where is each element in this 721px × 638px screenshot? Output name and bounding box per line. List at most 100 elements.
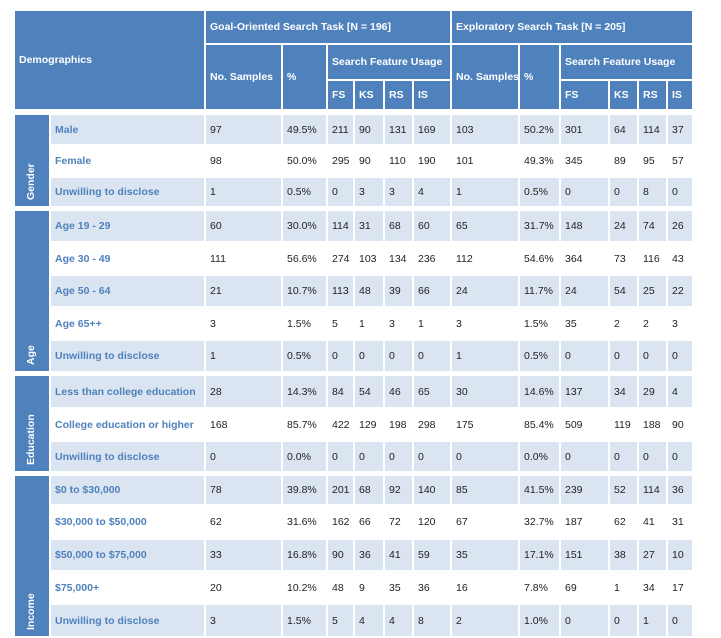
data-cell: 0.0% [283, 442, 326, 471]
data-cell: 2 [452, 605, 518, 636]
data-cell: 1 [452, 341, 518, 371]
data-cell: 67 [456, 516, 468, 528]
data-cell: 3 [210, 317, 216, 330]
data-cell: 0.0% [520, 442, 559, 471]
row-label: Unwilling to disclose [51, 605, 204, 636]
section-cell: Income [15, 476, 49, 636]
data-cell: 0 [561, 178, 608, 206]
data-cell: 364 [565, 252, 583, 265]
data-cell: 236 [418, 252, 436, 265]
data-cell: 0 [668, 341, 692, 371]
data-cell: 24 [610, 211, 637, 241]
group-title: Goal-Oriented Search Task [N = 196] [206, 11, 450, 43]
data-cell: 16.8% [283, 540, 326, 570]
data-cell: 85.4% [524, 418, 554, 431]
data-cell: 30.0% [283, 211, 326, 241]
data-cell: 116 [643, 252, 660, 265]
data-cell: 54 [610, 276, 637, 306]
usage-header: Search Feature Usage [561, 45, 692, 79]
row-label: Unwilling to disclose [51, 341, 204, 371]
feature-header: RS [385, 81, 412, 109]
data-cell: 9 [359, 581, 365, 594]
data-cell: 1.5% [287, 317, 311, 330]
data-cell: 0 [414, 341, 450, 371]
data-cell: 74 [639, 211, 666, 241]
data-cell: 4 [414, 178, 450, 206]
row-label: Age 50 - 64 [51, 276, 204, 306]
data-cell: 0.5% [520, 341, 559, 371]
data-cell: 0 [610, 442, 637, 471]
data-cell: 50.2% [520, 115, 559, 144]
data-cell: 31.6% [287, 516, 317, 528]
data-cell: 30 [452, 376, 518, 407]
data-cell: 36 [418, 581, 430, 594]
data-cell: 5 [328, 605, 353, 636]
data-cell: 0 [561, 442, 608, 471]
data-cell: 38 [610, 540, 637, 570]
data-cell: 8 [639, 178, 666, 206]
data-cell: 62 [210, 516, 222, 528]
data-cell: 22 [668, 276, 692, 306]
data-cell: 188 [643, 418, 661, 431]
data-cell: 295 [332, 155, 350, 167]
data-cell: 114 [328, 211, 353, 241]
data-cell: 41.5% [520, 476, 559, 504]
data-cell: 0 [328, 341, 353, 371]
data-cell: 34 [643, 581, 655, 594]
data-cell: 162 [332, 516, 350, 528]
data-cell: 0 [206, 442, 281, 471]
feature-header: KS [610, 81, 637, 109]
data-cell: 65 [414, 376, 450, 407]
data-cell: 0 [355, 341, 383, 371]
data-cell: 1 [639, 605, 666, 636]
feature-header: KS [355, 81, 383, 109]
data-cell: 17.1% [520, 540, 559, 570]
data-cell: 148 [561, 211, 608, 241]
data-cell: 5 [332, 317, 338, 330]
data-cell: 3 [672, 317, 678, 330]
data-cell: 34 [610, 376, 637, 407]
data-cell: 35 [565, 317, 577, 330]
data-cell: 120 [418, 516, 436, 528]
data-cell: 62 [614, 516, 626, 528]
row-label: Female [55, 155, 92, 167]
data-cell: 0 [639, 442, 666, 471]
row-label: Age 65++ [55, 317, 102, 330]
data-cell: 68 [385, 211, 412, 241]
data-cell: 1.5% [524, 317, 548, 330]
row-label: Age 30 - 49 [55, 252, 111, 265]
data-cell: 0 [328, 442, 353, 471]
data-cell: 41 [385, 540, 412, 570]
data-cell: 1 [359, 317, 365, 330]
data-cell: 8 [414, 605, 450, 636]
data-cell: 69 [565, 581, 577, 594]
data-cell: 21 [206, 276, 281, 306]
data-cell: 72 [389, 516, 401, 528]
data-cell: 39.8% [283, 476, 326, 504]
data-cell: 48 [355, 276, 383, 306]
section-label: Income [25, 593, 37, 630]
data-cell: 36 [668, 476, 692, 504]
data-cell: 0 [355, 442, 383, 471]
data-cell: 201 [328, 476, 353, 504]
data-cell: 211 [328, 115, 353, 144]
data-cell: 3 [355, 178, 383, 206]
section-label: Education [25, 414, 37, 465]
data-cell: 0 [610, 605, 637, 636]
data-cell: 0 [610, 178, 637, 206]
row-label: College education or higher [55, 418, 194, 431]
data-cell: 36 [355, 540, 383, 570]
feature-header: FS [328, 81, 353, 109]
row-label: $0 to $30,000 [51, 476, 204, 504]
data-cell: 0 [385, 442, 412, 471]
data-cell: 85.7% [287, 418, 317, 431]
data-cell: 31 [672, 516, 684, 528]
data-cell: 35 [452, 540, 518, 570]
section-cell: Gender [15, 115, 49, 206]
data-cell: 0 [561, 341, 608, 371]
data-cell: 1.0% [520, 605, 559, 636]
data-cell: 73 [614, 252, 626, 265]
data-cell: 3 [389, 317, 395, 330]
data-cell: 0 [668, 178, 692, 206]
data-cell: 0 [639, 341, 666, 371]
